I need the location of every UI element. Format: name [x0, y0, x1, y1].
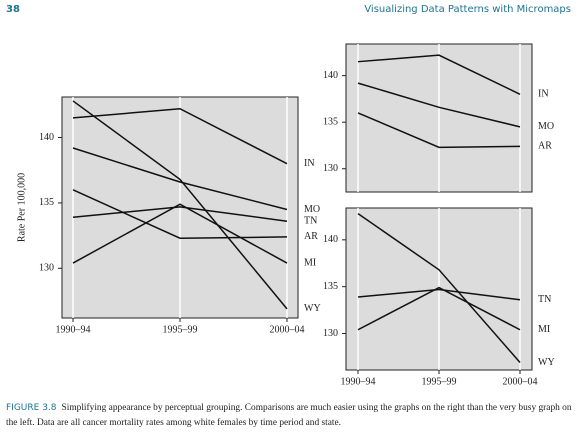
series-label: WY	[304, 303, 321, 314]
figure: 1990–94 1995–99 2000–04 130 135 140 Rate Per 1…	[16, 43, 555, 387]
series-line	[72, 203, 288, 264]
caption: FIGURE 3.8 Simplifying appearance by perc…	[6, 401, 572, 431]
series-line	[357, 112, 521, 149]
page-number: 38	[6, 4, 20, 15]
series-line	[72, 189, 288, 239]
y-tick-label: 140	[323, 70, 338, 81]
series-label: MO	[538, 121, 554, 132]
y-tick-label: 135	[323, 116, 338, 127]
series-label: TN	[538, 294, 551, 305]
series-label: MO	[304, 204, 320, 215]
series-line	[72, 206, 288, 222]
y-tick-label: 140	[323, 234, 338, 245]
running-title: Visualizing Data Patterns with Micromaps	[364, 4, 571, 15]
series-line	[357, 82, 521, 128]
y-tick-label: 135	[323, 281, 338, 292]
series-line	[357, 54, 521, 95]
caption-text: Simplifying appearance by perceptual gro…	[6, 403, 572, 428]
y-tick-label: 130	[39, 263, 54, 274]
y-tick-label: 140	[39, 132, 54, 143]
y-tick-label: 135	[39, 197, 54, 208]
y-tick-label: 130	[323, 163, 338, 174]
series-label: WY	[538, 357, 555, 368]
series-line	[357, 288, 521, 301]
x-tick-label: 2000–04	[503, 376, 538, 387]
series-label: IN	[304, 158, 315, 169]
series-label: AR	[538, 141, 552, 152]
series-line	[72, 108, 288, 165]
series-line	[357, 286, 521, 331]
series-line	[357, 213, 521, 364]
series-label: MI	[304, 257, 316, 268]
x-tick-label: 1995–99	[163, 324, 198, 335]
x-tick-label: 1990–94	[56, 324, 91, 335]
y-axis-title: Rate Per 100,000	[16, 173, 27, 242]
x-tick-label: 1990–94	[341, 376, 376, 387]
x-tick-label: 2000–04	[270, 324, 305, 335]
series-line	[72, 147, 288, 211]
series-label: IN	[538, 89, 549, 100]
y-tick-label: 130	[323, 328, 338, 339]
series-label: MI	[538, 324, 550, 335]
series-line	[72, 100, 288, 310]
series-label: AR	[304, 231, 318, 242]
series-label: TN	[304, 216, 317, 227]
caption-label: FIGURE 3.8	[6, 403, 57, 413]
x-tick-label: 1995–99	[422, 376, 457, 387]
